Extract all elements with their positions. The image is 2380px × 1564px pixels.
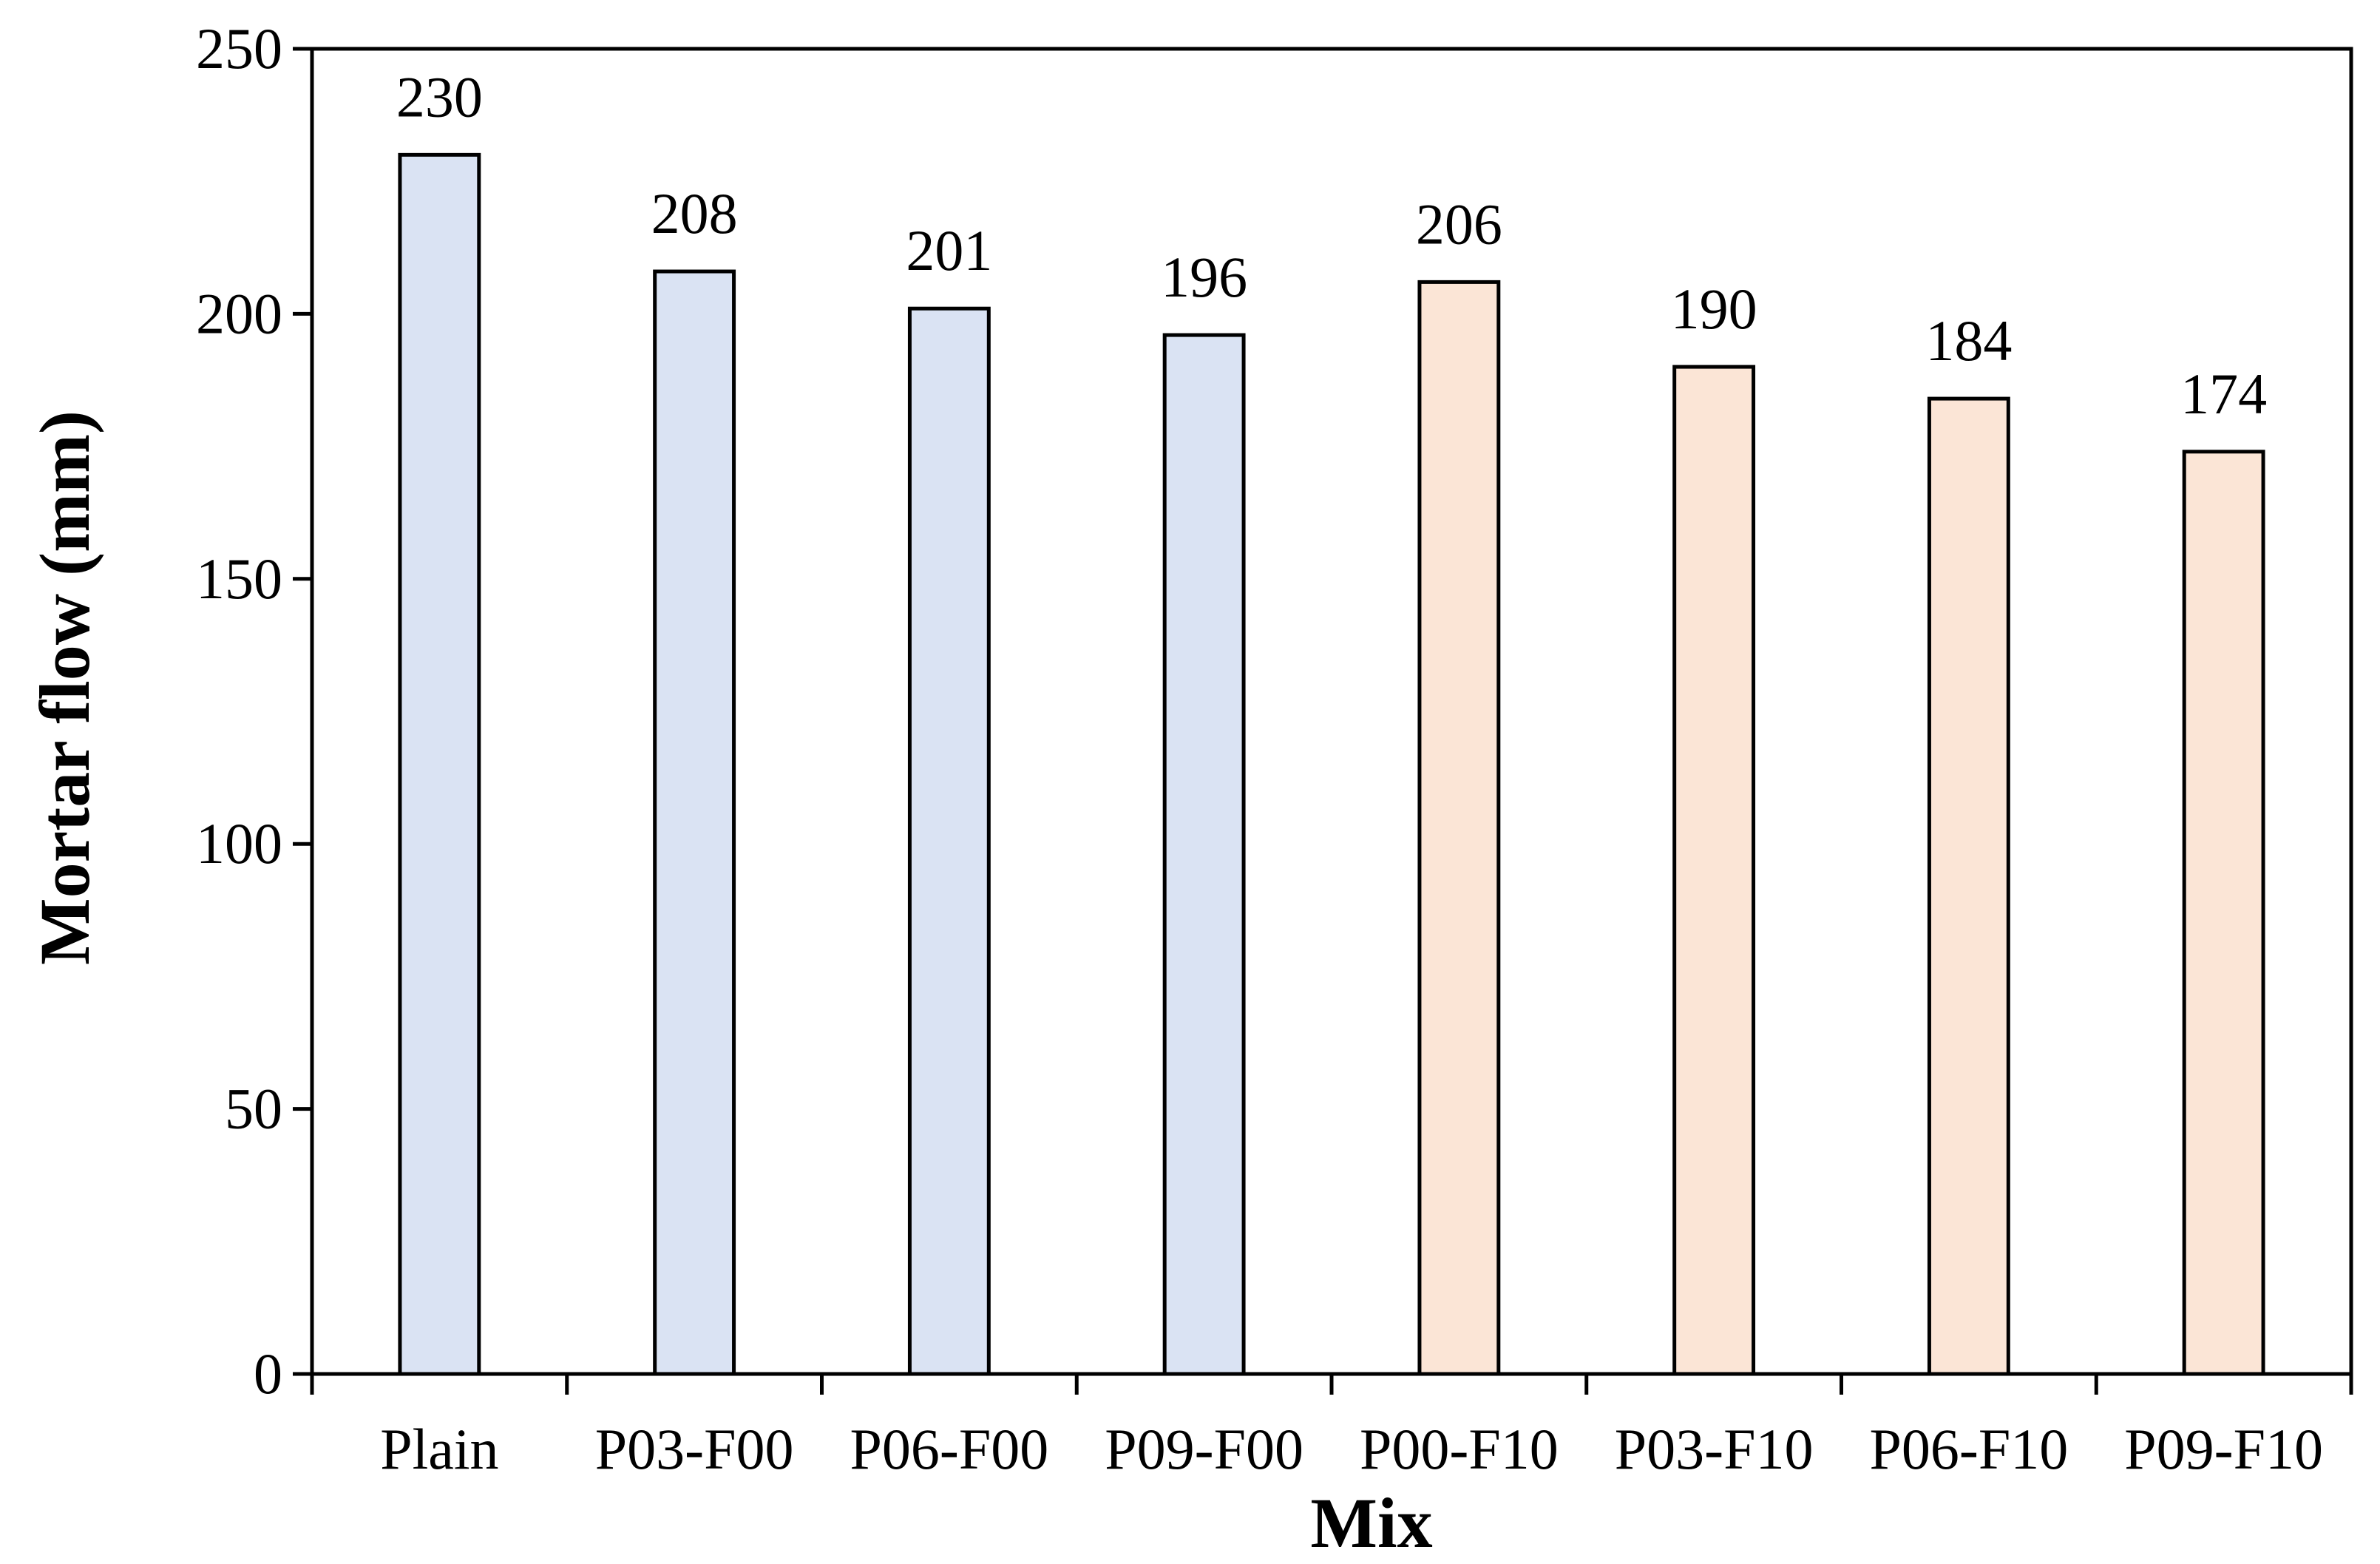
x-category-label: P06-F00	[850, 1417, 1049, 1481]
x-category-label: P03-F10	[1615, 1417, 1814, 1481]
y-tick-label: 250	[196, 16, 282, 81]
y-tick-label: 100	[196, 811, 282, 876]
data-label: 190	[1671, 277, 1757, 341]
bar-p03-f00	[653, 269, 736, 1376]
bar-p09-f10	[2182, 450, 2265, 1376]
y-axis-title: Mortar flow (mm)	[25, 410, 104, 965]
data-label: 184	[1925, 308, 2012, 373]
y-tick-label: 50	[225, 1077, 282, 1141]
data-label: 206	[1416, 192, 1502, 256]
y-tick-label: 0	[254, 1341, 282, 1406]
data-label: 174	[2180, 362, 2267, 426]
x-category-label: P06-F10	[1870, 1417, 2069, 1481]
bars-group	[398, 152, 2265, 1376]
bar-p03-f10	[1672, 365, 1756, 1376]
plot-frame	[310, 47, 2353, 1376]
data-label: 230	[396, 64, 483, 129]
x-category-label: P09-F00	[1105, 1417, 1303, 1481]
x-axis-title: Mix	[1310, 1483, 1432, 1560]
bar-p06-f00	[907, 306, 991, 1376]
x-category-label: P03-F00	[595, 1417, 794, 1481]
bar-p00-f10	[1417, 280, 1501, 1376]
x-category-label: P09-F10	[2124, 1417, 2323, 1481]
x-axis-ticks	[310, 1374, 2353, 1395]
data-label: 196	[1161, 245, 1247, 309]
bar-plain	[398, 152, 481, 1376]
bar-p09-f00	[1162, 333, 1246, 1376]
x-category-label: P00-F10	[1360, 1417, 1559, 1481]
bar-p06-f10	[1927, 396, 2010, 1376]
y-axis-ticks: 0 50 100 150 200 250	[196, 16, 312, 1406]
data-labels-group: 230 208 201 196 206 190 184 174	[396, 64, 2267, 425]
data-label: 201	[906, 218, 992, 282]
y-tick-label: 200	[196, 281, 282, 345]
x-category-label: Plain	[380, 1417, 498, 1481]
y-tick-label: 150	[196, 546, 282, 611]
data-label: 208	[651, 181, 738, 246]
plot-area-border	[310, 47, 2353, 1376]
category-labels-group: Plain P03-F00 P06-F00 P09-F00 P00-F10 P03-F10…	[380, 1417, 2323, 1481]
